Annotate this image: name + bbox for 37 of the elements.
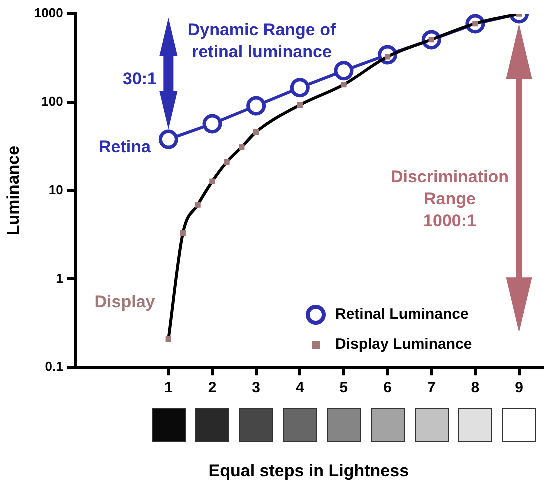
y-tick-label: 1000	[34, 6, 64, 21]
point	[297, 102, 303, 108]
annotation: Dynamic Range of retinal luminance	[188, 20, 336, 62]
x-tick-label: 4	[296, 380, 305, 397]
y-tick-label: 0.1	[45, 359, 64, 374]
y-tick-label: 100	[42, 94, 64, 109]
point	[253, 129, 260, 136]
point	[224, 159, 230, 166]
point	[166, 336, 172, 342]
x-tick-label: 9	[515, 380, 524, 397]
x-tick-label: 3	[252, 380, 260, 397]
annotation: 30:1	[122, 70, 158, 89]
x-tick-label: 6	[384, 380, 392, 397]
point	[239, 144, 245, 150]
annotation: Display	[94, 292, 156, 312]
point	[180, 230, 186, 236]
x-axis-title: Equal steps in Lightness	[208, 461, 410, 480]
legend-label: Display Luminance	[336, 336, 472, 354]
y-tick-label: 10	[48, 182, 64, 198]
x-tick-label: 8	[471, 380, 480, 397]
point	[341, 82, 347, 88]
point	[246, 96, 266, 116]
point	[290, 78, 310, 98]
point	[210, 178, 216, 184]
point	[158, 130, 178, 150]
point	[334, 61, 354, 81]
legend-label: Retinal Luminance	[336, 306, 469, 324]
y-tick-label: 1	[56, 270, 64, 286]
x-tick-label: 7	[427, 380, 436, 397]
annotation: Discrimination Range 1000:1	[390, 168, 510, 231]
x-tick-label: 1	[164, 380, 173, 397]
annotation: Retina	[99, 138, 152, 157]
point	[202, 114, 222, 134]
x-tick-label: 5	[340, 380, 348, 397]
point	[195, 202, 201, 208]
x-tick-label: 2	[208, 380, 217, 397]
y-axis-title: Luminance	[4, 146, 23, 236]
